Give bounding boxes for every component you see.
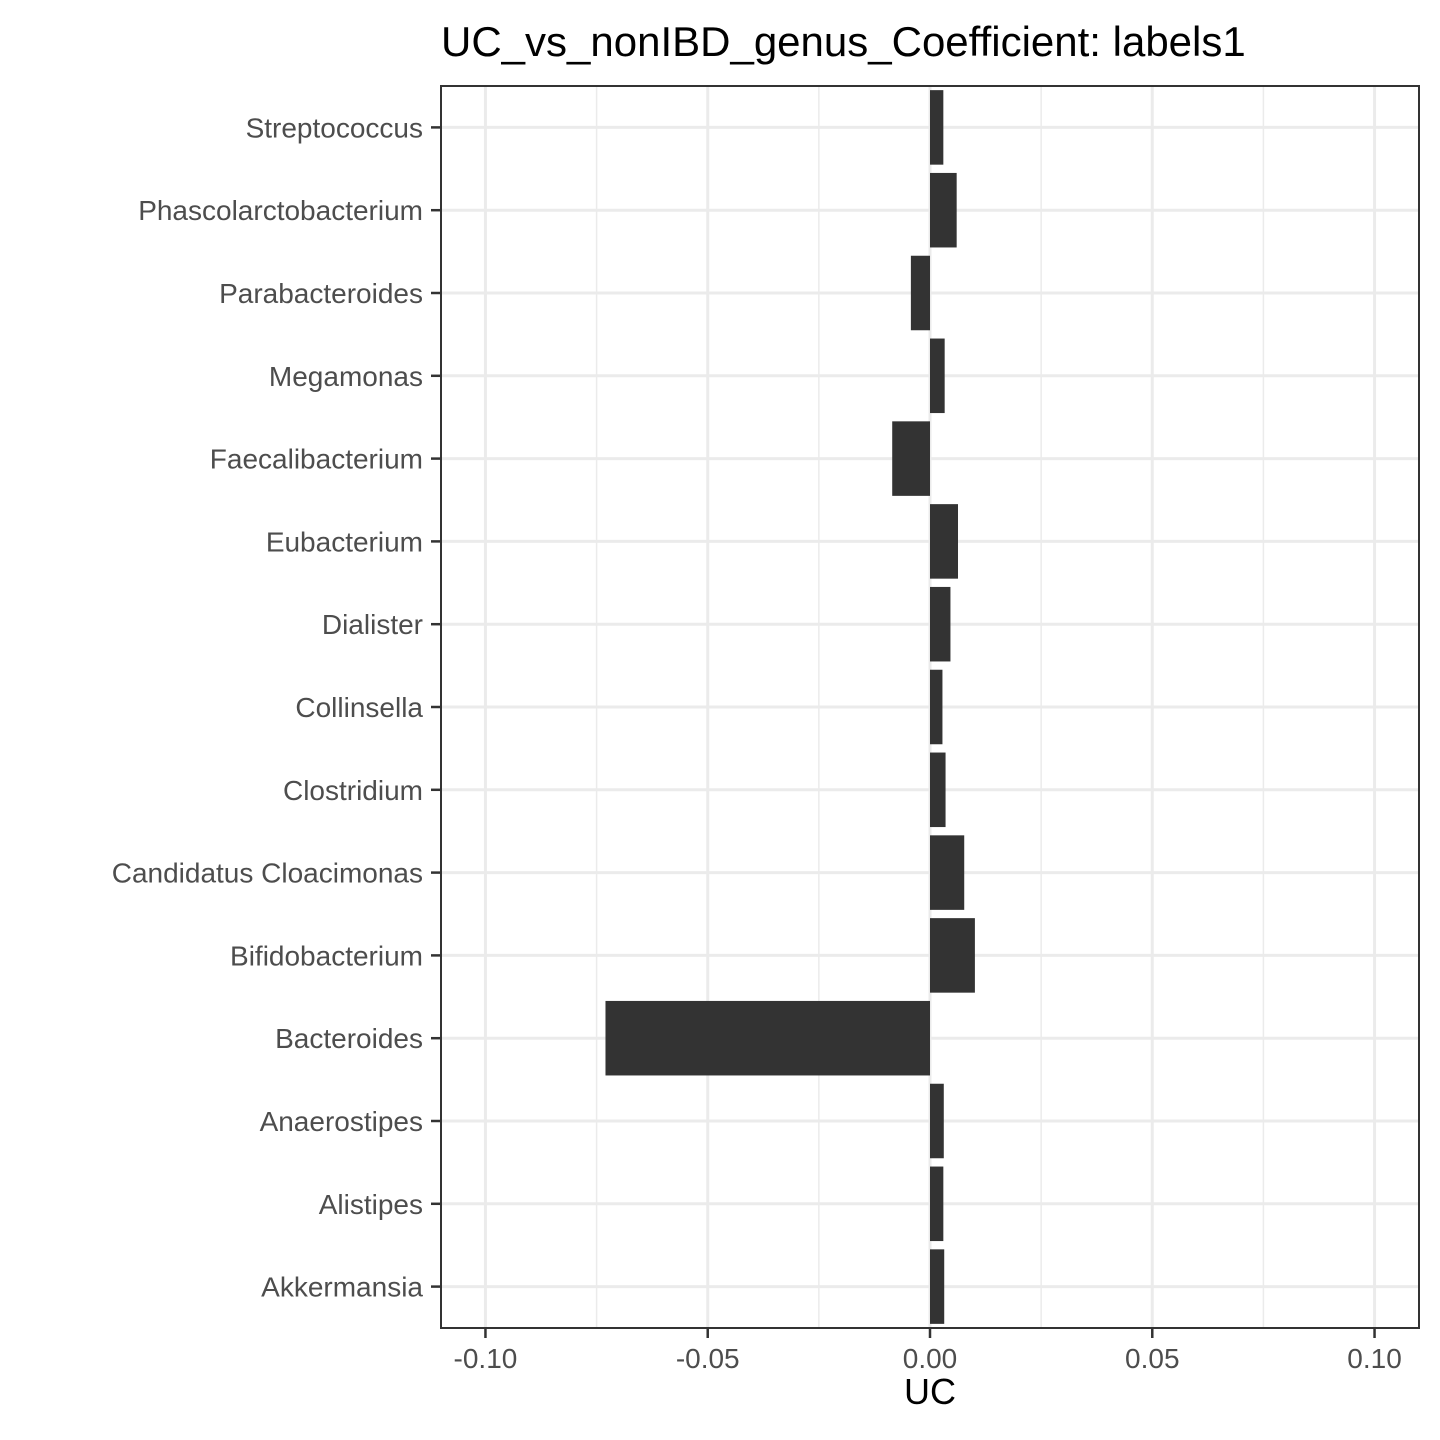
bar	[892, 421, 930, 496]
y-tick-label: Dialister	[322, 609, 423, 640]
bar	[930, 1083, 944, 1159]
y-tick-label: Collinsella	[295, 692, 423, 723]
bar	[930, 586, 951, 662]
y-tick-label: Akkermansia	[261, 1272, 423, 1303]
bar	[910, 255, 930, 331]
y-tick-label: Alistipes	[319, 1189, 423, 1220]
y-tick-label: Eubacterium	[266, 526, 423, 557]
y-tick-label: Megamonas	[269, 361, 423, 392]
bar	[930, 752, 946, 828]
bar	[930, 1166, 944, 1242]
y-tick-label: Faecalibacterium	[210, 444, 423, 475]
y-tick-label: Phascolarctobacterium	[138, 195, 423, 226]
bar	[930, 1249, 945, 1324]
y-tick-label: Anaerostipes	[260, 1106, 423, 1137]
x-tick-label: 0.05	[1125, 1343, 1180, 1374]
bar	[930, 90, 944, 165]
bar	[930, 669, 943, 745]
x-tick-label: 0.10	[1347, 1343, 1402, 1374]
x-tick-label: -0.10	[454, 1343, 518, 1374]
bar	[930, 918, 975, 993]
bar	[930, 504, 959, 579]
y-tick-label: Candidatus Cloacimonas	[112, 858, 423, 889]
x-axis: -0.10 -0.05 0.00 0.05 0.10	[454, 1328, 1402, 1374]
y-tick-label: Clostridium	[283, 775, 423, 806]
y-tick-label: Bifidobacterium	[230, 940, 423, 971]
y-tick-label: Bacteroides	[275, 1023, 423, 1054]
bar	[930, 338, 945, 414]
y-tick-label: Streptococcus	[246, 112, 423, 143]
bar	[930, 172, 957, 248]
bar	[930, 835, 965, 910]
bar	[605, 1000, 930, 1076]
x-tick-label: -0.05	[676, 1343, 740, 1374]
bars	[605, 90, 975, 1324]
chart-title: UC_vs_nonIBD_genus_Coefficient: labels1	[441, 18, 1246, 65]
x-axis-label: UC	[904, 1371, 956, 1412]
y-axis: Streptococcus Phascolarctobacterium Paraba…	[112, 112, 441, 1303]
x-tick-label: 0.00	[903, 1343, 958, 1374]
y-tick-label: Parabacteroides	[219, 278, 423, 309]
